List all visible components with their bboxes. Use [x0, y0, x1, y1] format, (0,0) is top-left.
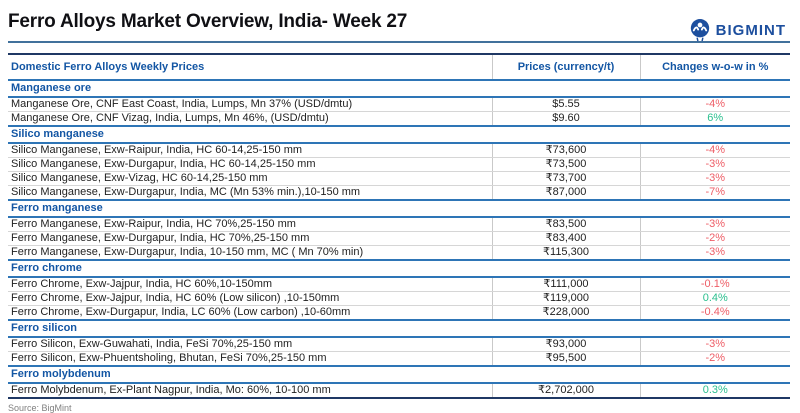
change-value: -7% [639, 185, 790, 201]
price-value: ₹87,000 [491, 185, 640, 201]
section-row: Ferro molybdenum [8, 365, 790, 384]
table-row: Ferro Silicon, Exw-Phuentsholing, Bhutan… [8, 351, 790, 367]
table-row: Ferro Manganese, Exw-Durgapur, India, HC… [8, 231, 790, 246]
bigmint-logo-text: BIGMINT [715, 21, 786, 39]
change-value: -3% [639, 157, 790, 172]
table-row: Ferro Chrome, Exw-Jajpur, India, HC 60%,… [8, 277, 790, 292]
section-title: Ferro chrome [8, 259, 790, 278]
price-value: ₹111,000 [491, 277, 640, 292]
product-description: Silico Manganese, Exw-Vizag, HC 60-14,25… [8, 171, 492, 186]
price-value: ₹95,500 [491, 351, 640, 367]
table-row: Ferro Chrome, Exw-Durgapur, India, LC 60… [8, 305, 790, 321]
price-value: ₹73,500 [491, 157, 640, 172]
change-value: -4% [639, 97, 790, 112]
change-value: -2% [639, 351, 790, 367]
section-title: Ferro silicon [8, 319, 790, 338]
table-row: Ferro Chrome, Exw-Jajpur, India, HC 60% … [8, 291, 790, 306]
price-value: ₹115,300 [491, 245, 640, 261]
section-title: Ferro molybdenum [8, 365, 790, 384]
table-row: Silico Manganese, Exw-Raipur, India, HC … [8, 143, 790, 158]
change-value: -3% [639, 337, 790, 352]
change-value: -3% [639, 245, 790, 261]
source-note: Source: BigMint [8, 403, 72, 413]
product-description: Manganese Ore, CNF East Coast, India, Lu… [8, 97, 492, 112]
price-value: ₹73,700 [491, 171, 640, 186]
table-row: Ferro Manganese, Exw-Durgapur, India, 10… [8, 245, 790, 261]
price-value: ₹83,400 [491, 231, 640, 246]
column-header-prices: Prices (currency/t) [491, 53, 640, 81]
price-value: ₹119,000 [491, 291, 640, 306]
change-value: -2% [639, 231, 790, 246]
change-value: -4% [639, 143, 790, 158]
table-row: Silico Manganese, Exw-Durgapur, India, M… [8, 185, 790, 201]
product-description: Ferro Manganese, Exw-Durgapur, India, HC… [8, 231, 492, 246]
product-description: Manganese Ore, CNF Vizag, India, Lumps, … [8, 111, 492, 127]
product-description: Ferro Silicon, Exw-Phuentsholing, Bhutan… [8, 351, 492, 367]
table-row: Manganese Ore, CNF Vizag, India, Lumps, … [8, 111, 790, 127]
section-title: Ferro manganese [8, 199, 790, 218]
product-description: Ferro Chrome, Exw-Jajpur, India, HC 60% … [8, 291, 492, 306]
change-value: 0.4% [639, 291, 790, 306]
price-value: ₹228,000 [491, 305, 640, 321]
change-value: -0.1% [639, 277, 790, 292]
product-description: Ferro Molybdenum, Ex-Plant Nagpur, India… [8, 383, 492, 399]
section-row: Ferro chrome [8, 259, 790, 278]
change-value: 0.3% [639, 383, 790, 399]
section-title: Manganese ore [8, 79, 790, 98]
product-description: Silico Manganese, Exw-Durgapur, India, H… [8, 157, 492, 172]
product-description: Silico Manganese, Exw-Raipur, India, HC … [8, 143, 492, 158]
section-title: Silico manganese [8, 125, 790, 144]
bigmint-logo: BIGMINT [689, 18, 786, 42]
product-description: Ferro Chrome, Exw-Durgapur, India, LC 60… [8, 305, 492, 321]
price-value: ₹2,702,000 [491, 383, 640, 399]
section-row: Manganese ore [8, 79, 790, 98]
price-value: $5.55 [491, 97, 640, 112]
product-description: Silico Manganese, Exw-Durgapur, India, M… [8, 185, 492, 201]
table-row: Manganese Ore, CNF East Coast, India, Lu… [8, 97, 790, 112]
table-row: Ferro Silicon, Exw-Guwahati, India, FeSi… [8, 337, 790, 352]
section-row: Ferro silicon [8, 319, 790, 338]
price-value: $9.60 [491, 111, 640, 127]
change-value: -3% [639, 171, 790, 186]
price-value: ₹93,000 [491, 337, 640, 352]
price-value: ₹73,600 [491, 143, 640, 158]
product-description: Ferro Manganese, Exw-Raipur, India, HC 7… [8, 217, 492, 232]
column-header-products: Domestic Ferro Alloys Weekly Prices [8, 53, 492, 81]
product-description: Ferro Chrome, Exw-Jajpur, India, HC 60%,… [8, 277, 492, 292]
column-header-changes: Changes w-o-w in % [639, 53, 790, 81]
table-row: Silico Manganese, Exw-Vizag, HC 60-14,25… [8, 171, 790, 186]
product-description: Ferro Silicon, Exw-Guwahati, India, FeSi… [8, 337, 492, 352]
bigmint-logo-icon [689, 18, 711, 42]
change-value: -3% [639, 217, 790, 232]
product-description: Ferro Manganese, Exw-Durgapur, India, 10… [8, 245, 492, 261]
table-header-row: Domestic Ferro Alloys Weekly Prices Pric… [8, 53, 790, 81]
title-underline [8, 41, 790, 43]
page-title: Ferro Alloys Market Overview, India- Wee… [8, 11, 408, 32]
table-row: Ferro Manganese, Exw-Raipur, India, HC 7… [8, 217, 790, 232]
table-body: Manganese ore Manganese Ore, CNF East Co… [8, 79, 790, 399]
prices-table: Domestic Ferro Alloys Weekly Prices Pric… [8, 53, 790, 399]
price-value: ₹83,500 [491, 217, 640, 232]
table-row: Silico Manganese, Exw-Durgapur, India, H… [8, 157, 790, 172]
table-row: Ferro Molybdenum, Ex-Plant Nagpur, India… [8, 383, 790, 399]
section-row: Silico manganese [8, 125, 790, 144]
change-value: -0.4% [639, 305, 790, 321]
change-value: 6% [639, 111, 790, 127]
section-row: Ferro manganese [8, 199, 790, 218]
